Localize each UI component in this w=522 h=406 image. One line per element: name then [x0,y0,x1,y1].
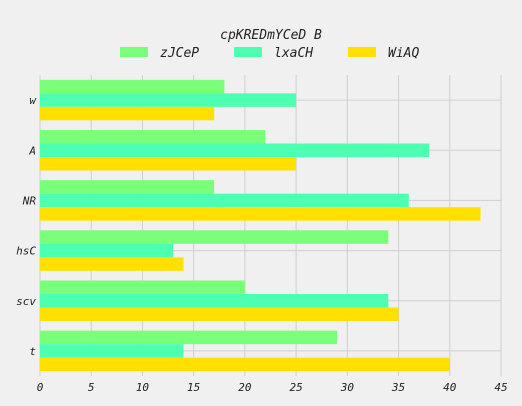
bar-zJCeP-w [40,79,225,94]
x-tick-label: 35 [391,381,405,394]
x-tick-label: 10 [136,381,150,394]
bar-zJCeP-scv [40,280,245,294]
legend-item-WiAQ: WiAQ [348,46,419,61]
y-tick-label: t [29,345,36,358]
bar-lxaCH-w [40,93,297,107]
x-tick-label: 45 [494,381,507,394]
bar-WiAQ-NR [40,207,481,221]
bar-lxaCH-scv [40,294,389,308]
bar-WiAQ-t [40,357,450,372]
bar-WiAQ-A [40,157,297,171]
bar-zJCeP-A [40,130,266,144]
legend-swatch [234,47,262,57]
bar-WiAQ-scv [40,307,399,321]
y-tick-label: scv [16,295,36,308]
x-tick-label: 15 [187,381,200,394]
x-tick-label: 30 [340,381,355,394]
x-tick-label: 40 [443,381,457,394]
y-tick-label: A [28,144,36,157]
y-tick-label: NR [22,194,37,207]
legend-item-lxaCH: lxaCH [234,46,313,61]
legend-swatch [348,47,376,57]
bar-WiAQ-w [40,106,215,121]
legend-label: zJCeP [160,46,199,61]
legend-item-zJCeP: zJCeP [120,46,199,61]
x-tick-label: 0 [37,381,44,394]
bar-zJCeP-t [40,330,338,345]
y-tick-label: w [29,94,37,107]
legend-swatch [120,47,148,57]
x-axis: 0 5 10 15 20 25 30 35 40 45 [37,381,508,394]
x-tick-label: 25 [289,381,302,394]
y-tick-label: hsC [16,245,36,258]
bar-lxaCH-t [40,344,184,358]
bars [40,79,481,372]
chart-title: cpKREDmYCeD B [220,28,322,43]
legend-label: lxaCH [274,46,313,61]
bar-lxaCH-A [40,143,430,157]
bar-zJCeP-NR [40,180,215,194]
y-axis: w A NR hsC scv t [16,94,37,358]
bar-zJCeP-hsC [40,230,389,244]
x-tick-label: 5 [88,381,95,394]
bar-WiAQ-hsC [40,257,184,271]
bar-lxaCH-NR [40,193,409,208]
legend-label: WiAQ [388,46,419,61]
bar-lxaCH-hsC [40,243,174,258]
legend: zJCeP lxaCH WiAQ [120,46,419,61]
x-tick-label: 20 [238,381,252,394]
